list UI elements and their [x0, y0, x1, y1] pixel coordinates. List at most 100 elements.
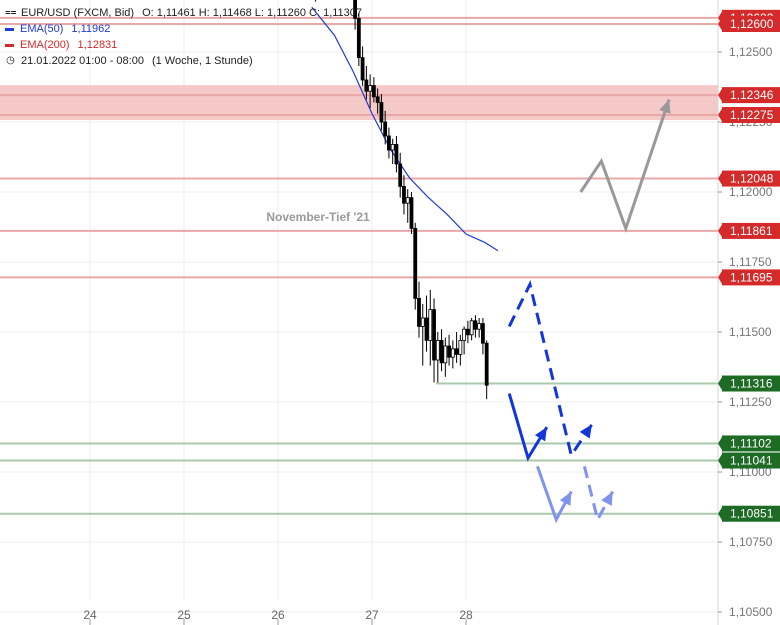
candle [424, 295, 429, 352]
resistance-price-tag: 1,12275 [718, 107, 780, 123]
ema50-label: EMA(50) [20, 23, 64, 35]
candle [484, 340, 489, 400]
support-price-tag: 1,10851 [718, 505, 780, 522]
arrow-head [534, 427, 547, 442]
candle-body [368, 85, 373, 92]
candle-body [356, 17, 361, 59]
price-tag-label: 1,10851 [730, 507, 774, 521]
candle [368, 74, 373, 108]
ema50-swatch [5, 27, 14, 31]
candle [383, 110, 388, 145]
ema200-value: 1,12831 [77, 39, 118, 51]
resistance-price-tag: 1,12346 [718, 87, 780, 104]
x-tick-label: 24 [83, 608, 97, 622]
price-tag-pointer [718, 505, 723, 522]
scenario-arrow [507, 393, 549, 462]
resistance-price-tag: 1,12048 [718, 170, 780, 187]
scenario-path [507, 280, 594, 459]
price-tag-label: 1,12275 [730, 108, 774, 122]
ohlc-values: O: 1,11461 H: 1,11468 L: 1,11260 C: 1,11… [142, 7, 363, 19]
candle-body [353, 0, 357, 19]
arrow-head [659, 99, 671, 114]
price-tag-box [722, 107, 780, 123]
legend-ema200-row: EMA(200) 1,12831 [5, 37, 362, 53]
candle-body [435, 339, 440, 361]
price-tag-pointer [718, 16, 723, 32]
candle [379, 94, 384, 131]
grid [0, 0, 718, 613]
candle [353, 0, 357, 30]
arrow-head [579, 424, 592, 439]
resistance-price-tag: 1,12600 [718, 16, 780, 32]
candle-body [413, 227, 418, 299]
candle-body [465, 328, 470, 336]
candle [432, 298, 436, 383]
candle [364, 66, 369, 100]
candle-body [402, 185, 406, 204]
candle [443, 337, 448, 377]
candle [439, 329, 444, 372]
candle-body [360, 57, 365, 81]
candles [315, 0, 489, 400]
instrument-label: EUR/USD (FXCM, Bid) [21, 7, 135, 19]
candle-body [364, 79, 369, 92]
candle [387, 127, 391, 159]
scenario-arrows [507, 99, 671, 524]
candle-body [375, 96, 380, 103]
ema50-value: 1,11962 [71, 23, 111, 35]
clock-icon: ◷ [6, 55, 15, 66]
candle [356, 12, 361, 66]
ema50-line [311, 6, 499, 252]
candle-body [398, 163, 403, 187]
x-tick-label: 28 [459, 608, 473, 622]
candle-body [405, 197, 410, 204]
candle [450, 340, 455, 369]
candle-body [458, 339, 463, 355]
price-tag-pointer [718, 107, 723, 123]
price-tag-pointer [718, 452, 723, 469]
candle [360, 46, 365, 86]
x-tick-label: 26 [271, 608, 285, 622]
scenario-path [579, 99, 671, 233]
x-tick-label: 27 [365, 608, 379, 622]
price-tag-label: 1,11316 [730, 377, 773, 391]
price-tag-box [722, 375, 780, 392]
y-tick-label: 1,10750 [729, 535, 773, 549]
scenario-arrow [536, 465, 573, 524]
price-axis: 1,107501,110001,112501,115001,117501,120… [717, 0, 780, 625]
candle [417, 281, 421, 338]
candle-body [432, 309, 436, 361]
price-tag-label: 1,11041 [730, 454, 773, 468]
y-tick-label: 1,12000 [729, 185, 773, 199]
candle [402, 175, 406, 215]
x-tick-label: 25 [177, 608, 191, 622]
candle [409, 192, 414, 234]
candle-body [443, 345, 448, 364]
price-tag-box [722, 269, 780, 286]
candle [428, 290, 433, 366]
candle-body [371, 85, 376, 98]
price-tag-box [722, 435, 780, 452]
price-tag-box [722, 452, 780, 469]
support-price-tag: 1,11102 [718, 435, 780, 452]
ema200-swatch [5, 43, 14, 47]
candle [315, 0, 317, 2]
ema200-label: EMA(200) [20, 39, 70, 51]
price-tag-pointer [718, 269, 723, 286]
legend-ema50-row: EMA(50) 1,11962 [5, 21, 362, 37]
price-tag-pointer [718, 87, 723, 104]
candle [477, 318, 482, 338]
y-tick-label: 1,10500 [729, 605, 773, 619]
candle-body [417, 297, 421, 327]
candle [398, 152, 403, 198]
candle [435, 332, 440, 383]
candle-body [477, 323, 482, 330]
candle [375, 88, 380, 114]
price-tag-label: 1,11695 [730, 270, 773, 284]
candle-body [481, 323, 485, 344]
candle [413, 222, 418, 310]
candle [462, 326, 467, 355]
price-tag-label: 1,12600 [730, 17, 774, 31]
candle [394, 136, 399, 173]
